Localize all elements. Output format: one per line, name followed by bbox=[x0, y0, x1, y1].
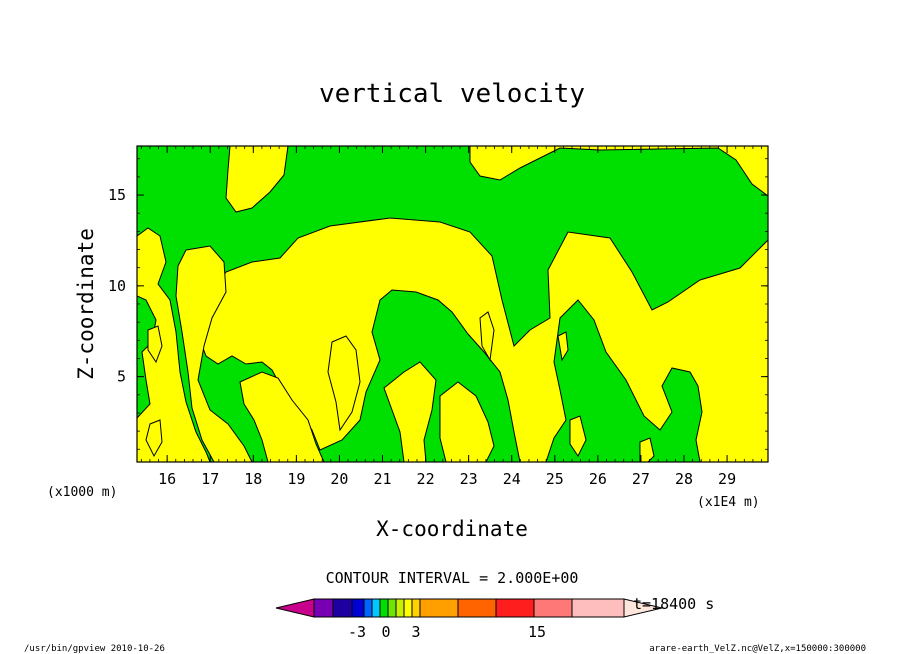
updraft-region-center bbox=[327, 335, 361, 432]
updraft-region-slot-6 bbox=[557, 331, 569, 362]
x-tick-label: 26 bbox=[589, 470, 607, 488]
x-tick-label: 24 bbox=[503, 470, 521, 488]
colorbar-label: 15 bbox=[528, 623, 546, 641]
y-tick-label: 10 bbox=[108, 277, 126, 295]
x-tick-label: 20 bbox=[330, 470, 348, 488]
x-tick-label: 16 bbox=[158, 470, 176, 488]
x-ticks: 16 17 18 19 20 21 22 23 24 25 26 27 28 29 bbox=[140, 146, 762, 488]
colorbar-swatch bbox=[457, 598, 497, 618]
y-ticks: 5 10 15 bbox=[108, 158, 768, 450]
colorbar-swatch bbox=[313, 598, 334, 618]
contour-fill bbox=[137, 146, 768, 462]
colorbar-swatch bbox=[403, 598, 413, 618]
updraft-region-slot-4 bbox=[639, 437, 655, 462]
updraft-region-lower-center bbox=[239, 371, 325, 462]
updraft-region-top-right bbox=[469, 146, 768, 197]
updraft-region-center-left bbox=[175, 245, 253, 462]
colorbar-swatch bbox=[395, 598, 405, 618]
x-tick-label: 29 bbox=[718, 470, 736, 488]
x-tick-label: 17 bbox=[201, 470, 219, 488]
updraft-region-top-left bbox=[225, 146, 289, 213]
y-tick-label: 15 bbox=[108, 186, 126, 204]
colorbar-swatch bbox=[371, 598, 381, 618]
x-tick-label: 19 bbox=[287, 470, 305, 488]
updraft-region-mid-lower bbox=[383, 361, 437, 462]
contour-interval-label: CONTOUR INTERVAL = 2.000E+00 bbox=[326, 569, 579, 587]
x-tick-label: 23 bbox=[460, 470, 478, 488]
x-tick-label: 18 bbox=[244, 470, 262, 488]
colorbar-arrow-left bbox=[275, 598, 315, 618]
colorbar-swatch bbox=[332, 598, 353, 618]
updraft-region-bottom bbox=[439, 381, 495, 462]
colorbar-arrow-right bbox=[623, 598, 663, 618]
colorbar-label: 0 bbox=[381, 623, 390, 641]
colorbar-swatch bbox=[379, 598, 389, 618]
x-tick-label: 22 bbox=[417, 470, 435, 488]
x-unit-left: (x1000 m) bbox=[47, 485, 117, 500]
colorbar: -3 0 3 15 bbox=[275, 598, 663, 641]
colorbar-swatch bbox=[571, 598, 625, 618]
colorbar-swatch bbox=[363, 598, 373, 618]
x-tick-label: 27 bbox=[632, 470, 650, 488]
colorbar-swatch bbox=[387, 598, 397, 618]
x-tick-label: 25 bbox=[546, 470, 564, 488]
plot-area: 16 17 18 19 20 21 22 23 24 25 26 27 28 29 5 10 15 bbox=[108, 145, 769, 488]
x-axis-label: X-coordinate bbox=[376, 517, 528, 541]
colorbar-swatch bbox=[495, 598, 535, 618]
updraft-region-slot-2 bbox=[145, 419, 163, 458]
y-axis-label: Z-coordinate bbox=[74, 228, 98, 380]
x-unit-right: (x1E4 m) bbox=[697, 495, 760, 510]
colorbar-swatch bbox=[533, 598, 573, 618]
x-tick-label: 28 bbox=[675, 470, 693, 488]
colorbar-swatch bbox=[411, 598, 421, 618]
updraft-region-slot-5 bbox=[569, 415, 587, 457]
time-label: t=18400 s bbox=[633, 595, 714, 613]
footer-right: arare-earth_VelZ.nc@VelZ,x=150000:300000 bbox=[649, 644, 866, 654]
y-tick-label: 5 bbox=[117, 368, 126, 386]
colorbar-label: 3 bbox=[411, 623, 420, 641]
colorbar-swatch bbox=[351, 598, 365, 618]
chart-title: vertical velocity bbox=[319, 79, 585, 109]
x-tick-label: 21 bbox=[373, 470, 391, 488]
colorbar-label: -3 bbox=[348, 623, 366, 641]
colorbar-swatch bbox=[419, 598, 459, 618]
updraft-region-slot-3 bbox=[147, 325, 163, 364]
footer-left: /usr/bin/gpview 2010-10-26 bbox=[24, 644, 165, 654]
updraft-region-slot-1 bbox=[479, 311, 495, 362]
